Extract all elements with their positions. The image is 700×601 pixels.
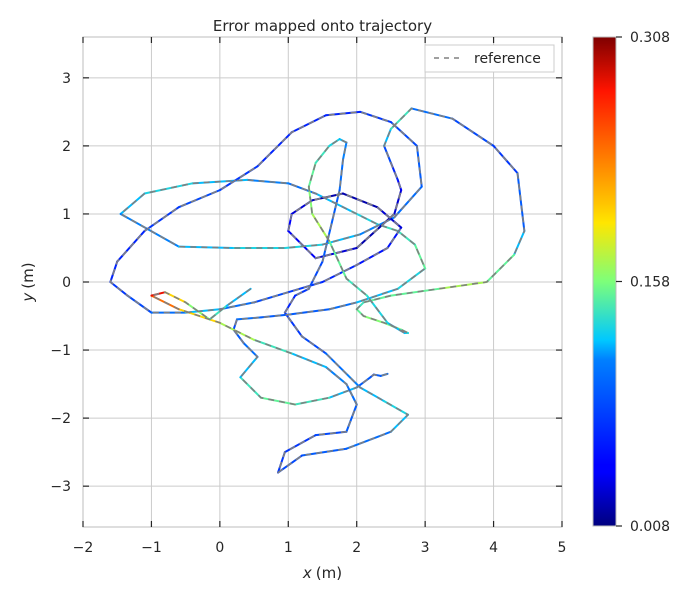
trajectory-segment: [218, 301, 256, 311]
x-tick-label: 2: [352, 540, 361, 556]
x-axis-label: x (m): [302, 564, 342, 582]
y-tick-label: −2: [50, 411, 71, 427]
y-axis-unit: (m): [19, 262, 37, 288]
y-axis-var: y: [19, 292, 37, 303]
x-tick-label: 5: [558, 540, 567, 556]
trajectory-segment: [259, 396, 297, 406]
x-tick-label: −2: [73, 540, 94, 556]
x-tick-label: −1: [141, 540, 162, 556]
colorbar-tick-label: 0.308: [630, 30, 670, 46]
colorbar-tick-label: 0.008: [630, 519, 670, 535]
legend: reference: [424, 44, 555, 73]
trajectory-segment: [355, 246, 389, 266]
trajectory-segment: [345, 403, 358, 433]
trajectory-segment: [119, 212, 180, 248]
y-tick-label: −1: [50, 343, 71, 359]
trajectory-segment: [283, 311, 303, 338]
reference-line: [109, 107, 526, 474]
x-tick-label: 3: [421, 540, 430, 556]
y-tick-label: 3: [62, 71, 71, 87]
colorbar-gradient: [592, 36, 617, 527]
colorbar-ticks: 0.008 0.158 0.308: [616, 30, 670, 535]
trajectory-segment: [253, 291, 290, 304]
chart-title: Error mapped onto trajectory: [213, 17, 432, 35]
x-tick-label: 0: [215, 540, 224, 556]
trajectory-lines: [109, 107, 526, 474]
colorbar: 0.008 0.158 0.308: [592, 30, 670, 535]
y-tick-label: 1: [62, 207, 71, 223]
legend-label-reference: reference: [474, 51, 541, 67]
x-tick-label: 4: [489, 540, 498, 556]
y-tick-label: 2: [62, 139, 71, 155]
colorbar-tick-label: 0.158: [630, 275, 670, 291]
y-tick-label: −3: [50, 479, 71, 495]
y-tick-label: 0: [62, 275, 71, 291]
x-axis-unit: (m): [316, 564, 342, 582]
trajectory-segment: [321, 233, 362, 246]
axis-ticks: −2 −1 0 1 2 3 4 5 −3 −2 −1 0 1 2 3: [50, 37, 566, 556]
x-axis-var: x: [302, 564, 312, 582]
y-axis-label: y (m): [19, 262, 37, 302]
x-tick-label: 1: [284, 540, 293, 556]
